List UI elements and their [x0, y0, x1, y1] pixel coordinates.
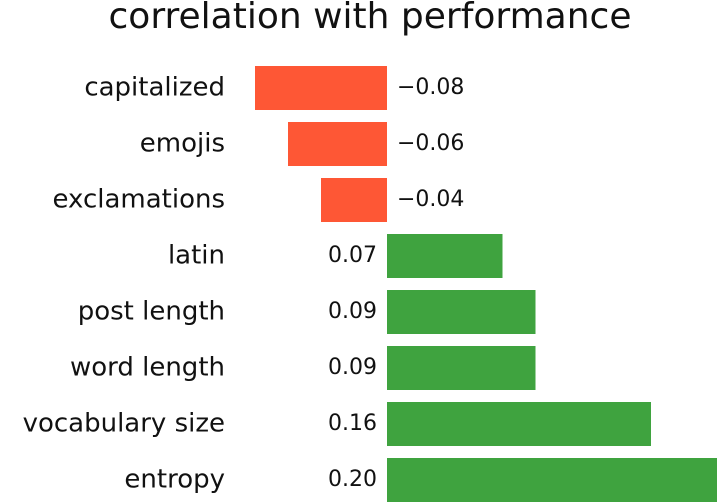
chart-title: correlation with performance	[109, 0, 632, 37]
value-label: 0.20	[328, 467, 377, 492]
value-label: −0.08	[397, 75, 464, 100]
bar	[387, 234, 503, 278]
value-label: 0.09	[328, 299, 377, 324]
category-label: latin	[168, 241, 225, 271]
bar	[387, 458, 717, 502]
value-label: 0.07	[328, 243, 377, 268]
category-label: word length	[70, 353, 225, 383]
category-label: vocabulary size	[23, 409, 225, 439]
value-label: −0.04	[397, 187, 464, 212]
bar	[255, 66, 387, 110]
bar	[387, 402, 651, 446]
category-label: capitalized	[84, 73, 225, 103]
value-label: −0.06	[397, 131, 464, 156]
category-label: exclamations	[52, 185, 225, 215]
value-label: 0.16	[328, 411, 377, 436]
category-label: emojis	[140, 129, 225, 159]
value-label: 0.09	[328, 355, 377, 380]
bar	[387, 290, 536, 334]
bar	[387, 346, 536, 390]
category-label: entropy	[124, 465, 225, 495]
bar	[321, 178, 387, 222]
bar	[288, 122, 387, 166]
category-label: post length	[78, 297, 225, 327]
